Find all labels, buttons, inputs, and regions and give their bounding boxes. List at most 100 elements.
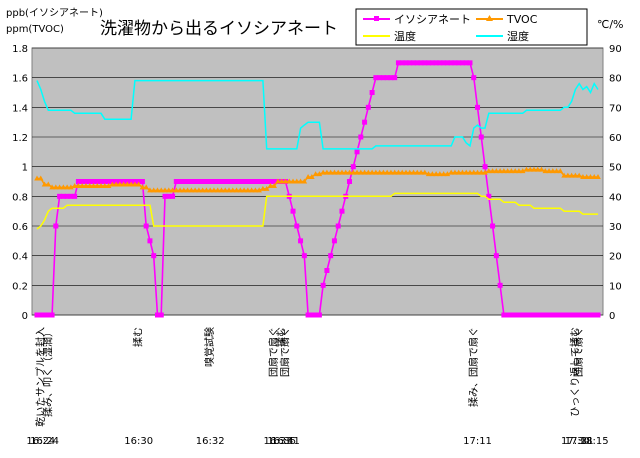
point-isocyanate xyxy=(535,312,541,318)
x-tick-label: 16:30 xyxy=(124,436,153,447)
point-isocyanate xyxy=(143,223,149,229)
point-isocyanate xyxy=(192,179,198,184)
point-tvoc xyxy=(245,187,251,193)
point-isocyanate xyxy=(207,179,213,184)
point-tvoc xyxy=(346,169,353,175)
point-tvoc xyxy=(86,182,93,188)
point-tvoc xyxy=(369,169,375,175)
point-tvoc xyxy=(256,187,262,193)
point-isocyanate xyxy=(98,179,104,184)
point-tvoc xyxy=(587,174,594,180)
point-tvoc xyxy=(327,169,334,175)
point-isocyanate xyxy=(188,179,194,184)
point-tvoc xyxy=(173,187,180,193)
point-isocyanate xyxy=(203,179,209,184)
point-isocyanate xyxy=(256,179,262,184)
point-tvoc xyxy=(181,187,187,193)
y-left-tick-label: 1.4 xyxy=(12,103,28,114)
point-isocyanate xyxy=(395,60,401,66)
point-tvoc xyxy=(493,168,500,174)
point-isocyanate xyxy=(79,179,85,184)
point-tvoc xyxy=(226,187,232,193)
point-tvoc xyxy=(406,169,413,175)
point-isocyanate xyxy=(576,312,582,318)
y-left-label-1: ppb(イソシアネート) xyxy=(6,7,103,19)
point-isocyanate xyxy=(324,268,330,273)
point-tvoc xyxy=(553,168,560,174)
point-isocyanate xyxy=(53,223,59,229)
point-isocyanate xyxy=(331,238,337,244)
annotation-label: 団扇で扇ぐ xyxy=(278,327,291,377)
point-isocyanate xyxy=(154,312,160,318)
series-line-2 xyxy=(36,192,598,230)
point-tvoc xyxy=(305,174,311,180)
point-tvoc xyxy=(437,171,443,177)
point-isocyanate xyxy=(260,179,266,184)
point-isocyanate xyxy=(486,193,492,199)
point-tvoc xyxy=(342,169,349,175)
annotation-label: 乾いたサンプルを封入 xyxy=(34,327,47,427)
series-lines xyxy=(34,60,601,318)
point-tvoc xyxy=(83,182,89,188)
point-isocyanate xyxy=(218,179,224,184)
point-tvoc xyxy=(482,169,488,175)
y-left-tick-label: 0.6 xyxy=(12,222,28,233)
point-isocyanate xyxy=(60,193,66,199)
point-tvoc xyxy=(474,169,481,175)
chart-title: 洗濯物から出るイソシアネート xyxy=(100,19,338,39)
point-tvoc xyxy=(64,184,70,190)
point-tvoc xyxy=(497,168,503,174)
point-isocyanate xyxy=(294,223,300,229)
point-isocyanate xyxy=(38,312,44,318)
point-isocyanate xyxy=(403,60,409,66)
point-isocyanate xyxy=(181,179,187,184)
point-tvoc xyxy=(177,187,183,193)
point-isocyanate xyxy=(444,60,450,66)
point-isocyanate xyxy=(418,60,424,66)
y-left-tick-label: 1.2 xyxy=(12,133,28,144)
y-left-tick-label: 1.6 xyxy=(12,74,28,85)
point-isocyanate xyxy=(467,60,473,66)
point-tvoc xyxy=(79,182,85,188)
point-tvoc xyxy=(580,174,586,180)
point-tvoc xyxy=(109,181,116,187)
point-isocyanate xyxy=(170,193,176,199)
point-tvoc xyxy=(376,169,383,175)
point-isocyanate xyxy=(264,179,270,184)
point-tvoc xyxy=(429,171,436,177)
point-isocyanate xyxy=(580,312,586,318)
point-isocyanate xyxy=(392,75,398,81)
point-isocyanate xyxy=(94,179,100,184)
point-tvoc xyxy=(275,178,281,184)
point-isocyanate xyxy=(433,60,439,66)
point-tvoc xyxy=(531,166,537,172)
point-tvoc xyxy=(316,171,323,177)
point-tvoc xyxy=(271,182,278,188)
point-isocyanate xyxy=(158,312,164,318)
point-tvoc xyxy=(534,166,541,172)
point-isocyanate xyxy=(320,282,326,288)
point-isocyanate xyxy=(177,179,183,184)
point-tvoc xyxy=(260,185,266,191)
point-isocyanate xyxy=(584,312,590,318)
point-tvoc xyxy=(214,187,221,193)
point-tvoc xyxy=(478,169,485,175)
point-tvoc xyxy=(538,166,545,172)
point-tvoc xyxy=(211,187,217,193)
point-tvoc xyxy=(373,169,379,175)
point-isocyanate xyxy=(414,60,420,66)
point-isocyanate xyxy=(471,75,477,81)
y-right-tick-label: 30 xyxy=(609,222,622,233)
point-tvoc xyxy=(101,182,108,188)
point-isocyanate xyxy=(162,193,168,199)
point-tvoc xyxy=(568,172,575,178)
point-isocyanate xyxy=(452,60,458,66)
point-isocyanate xyxy=(399,60,405,66)
point-isocyanate xyxy=(407,60,413,66)
point-tvoc xyxy=(278,178,285,184)
point-tvoc xyxy=(41,181,48,187)
point-tvoc xyxy=(252,187,259,193)
point-tvoc xyxy=(591,174,598,180)
annotation-label: 揉む xyxy=(275,327,288,347)
point-tvoc xyxy=(282,178,289,184)
